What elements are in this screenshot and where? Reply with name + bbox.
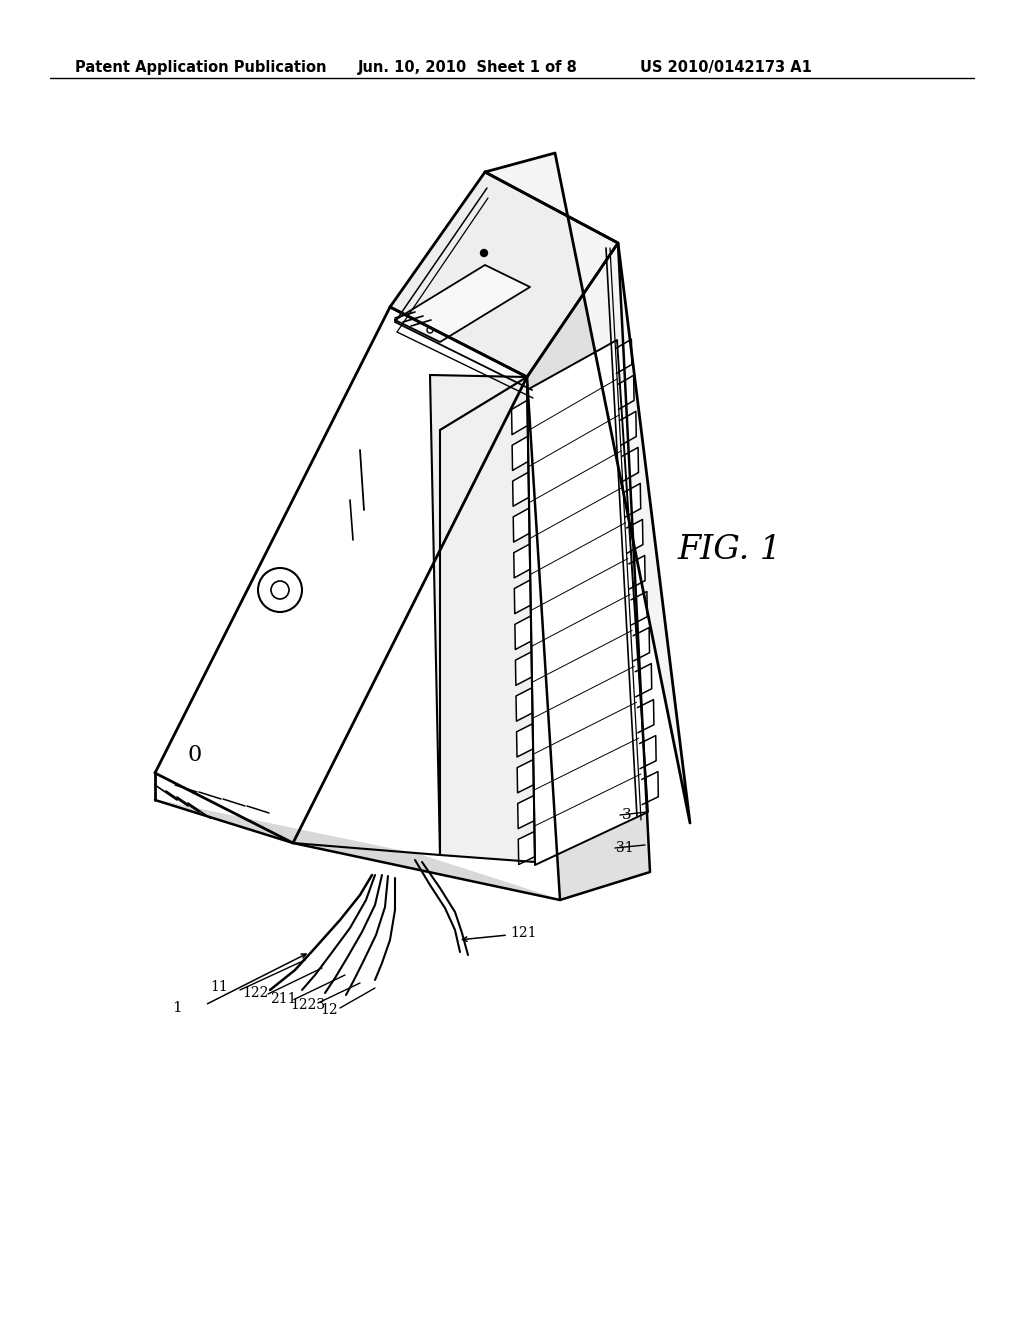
Text: 1223: 1223	[290, 998, 326, 1012]
Polygon shape	[516, 723, 534, 756]
Polygon shape	[640, 735, 656, 768]
Polygon shape	[637, 700, 654, 733]
Polygon shape	[621, 412, 636, 445]
Polygon shape	[518, 832, 535, 865]
Polygon shape	[625, 483, 641, 517]
Polygon shape	[518, 796, 535, 829]
Polygon shape	[485, 153, 690, 822]
Polygon shape	[155, 800, 560, 900]
Polygon shape	[623, 447, 639, 482]
Text: 121: 121	[510, 927, 537, 940]
Polygon shape	[642, 772, 658, 805]
Polygon shape	[527, 243, 650, 900]
Polygon shape	[155, 308, 527, 843]
Text: Jun. 10, 2010  Sheet 1 of 8: Jun. 10, 2010 Sheet 1 of 8	[358, 59, 578, 75]
Polygon shape	[513, 508, 529, 543]
Text: 1: 1	[172, 1001, 181, 1015]
Polygon shape	[390, 172, 618, 378]
Polygon shape	[516, 688, 532, 721]
Text: Patent Application Publication: Patent Application Publication	[75, 59, 327, 75]
Polygon shape	[517, 759, 534, 793]
Text: FIG. 1: FIG. 1	[678, 535, 782, 566]
Polygon shape	[615, 339, 632, 374]
Polygon shape	[631, 591, 647, 624]
Polygon shape	[515, 652, 531, 685]
Polygon shape	[395, 265, 530, 342]
Polygon shape	[514, 579, 530, 614]
Polygon shape	[512, 400, 527, 434]
Polygon shape	[514, 544, 530, 578]
Polygon shape	[513, 473, 528, 507]
Circle shape	[480, 249, 487, 256]
Polygon shape	[633, 627, 649, 661]
Polygon shape	[430, 375, 535, 862]
Text: 211: 211	[270, 993, 297, 1006]
Text: 31: 31	[616, 841, 634, 855]
Text: 3: 3	[622, 808, 632, 822]
Polygon shape	[627, 520, 643, 553]
Polygon shape	[512, 437, 528, 470]
Polygon shape	[635, 664, 651, 697]
Polygon shape	[618, 375, 634, 409]
Text: US 2010/0142173 A1: US 2010/0142173 A1	[640, 59, 812, 75]
Polygon shape	[527, 341, 648, 865]
Polygon shape	[515, 616, 531, 649]
Text: 11: 11	[210, 979, 227, 994]
Text: 12: 12	[319, 1003, 338, 1016]
Text: 122: 122	[242, 986, 268, 1001]
Polygon shape	[629, 556, 645, 589]
Text: 0: 0	[187, 744, 202, 766]
